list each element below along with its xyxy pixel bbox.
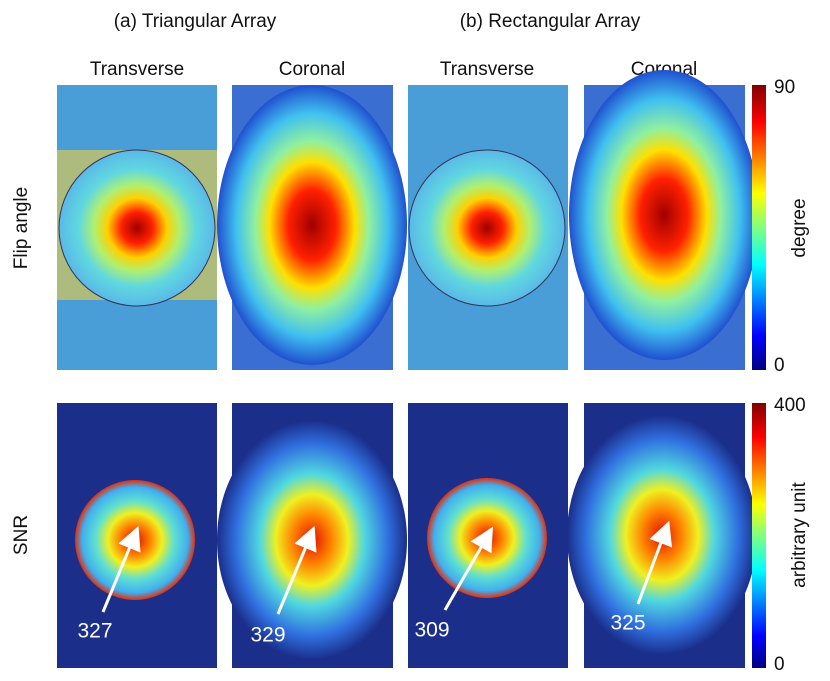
colorbar-tick-label: 0 <box>774 355 785 376</box>
annotation: 309 <box>414 619 449 642</box>
colorbar-tick-label: 400 <box>774 395 806 416</box>
snr-coronal-a <box>217 403 407 668</box>
group-title: (b) Rectangular Array <box>460 11 641 32</box>
colorbar <box>752 85 766 370</box>
column-label: Transverse <box>90 59 184 80</box>
flip-transverse-b <box>408 85 568 370</box>
column-label: Coronal <box>279 59 346 80</box>
colorbar <box>752 403 766 668</box>
annotation: 329 <box>250 624 285 647</box>
colorbar-unit: degree <box>789 198 810 257</box>
colorbar-tick-label: 90 <box>774 77 795 98</box>
colorbar-unit: arbitrary unit <box>789 481 810 587</box>
flip-coronal-a <box>217 85 407 370</box>
flip-transverse-a <box>57 85 217 370</box>
snr-coronal-b <box>567 403 757 668</box>
annotation: 325 <box>610 612 645 635</box>
annotation: 327 <box>77 620 112 643</box>
group-title: (a) Triangular Array <box>114 11 277 32</box>
colorbar-tick-label: 0 <box>774 654 785 675</box>
figure: (a) Triangular Array (b) Rectangular Arr… <box>0 0 830 681</box>
flip-coronal-b <box>569 70 759 370</box>
row-label: Flip angle <box>11 187 32 269</box>
row-label: SNR <box>11 515 32 555</box>
column-label: Transverse <box>440 59 534 80</box>
